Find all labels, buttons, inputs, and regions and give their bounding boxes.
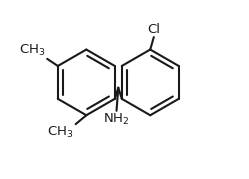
Text: CH$_3$: CH$_3$: [19, 43, 45, 58]
Text: Cl: Cl: [147, 23, 160, 36]
Text: CH$_3$: CH$_3$: [47, 125, 74, 140]
Text: NH$_2$: NH$_2$: [103, 112, 130, 127]
